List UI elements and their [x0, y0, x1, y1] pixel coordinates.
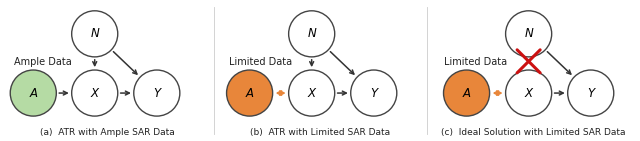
Ellipse shape [72, 70, 118, 116]
Text: N: N [524, 27, 533, 40]
Text: X: X [91, 87, 99, 100]
Ellipse shape [72, 11, 118, 57]
Ellipse shape [506, 11, 552, 57]
Text: N: N [90, 27, 99, 40]
Text: Limited Data: Limited Data [444, 57, 507, 67]
Text: Ample Data: Ample Data [14, 57, 72, 67]
Ellipse shape [351, 70, 397, 116]
Ellipse shape [506, 70, 552, 116]
Text: Y: Y [587, 87, 595, 100]
Ellipse shape [568, 70, 614, 116]
Text: X: X [308, 87, 316, 100]
Ellipse shape [134, 70, 180, 116]
Ellipse shape [289, 11, 335, 57]
Ellipse shape [289, 70, 335, 116]
Ellipse shape [10, 70, 56, 116]
Text: A: A [463, 87, 470, 100]
Text: (a)  ATR with Ample SAR Data: (a) ATR with Ample SAR Data [40, 128, 174, 137]
Text: Limited Data: Limited Data [229, 57, 292, 67]
Text: X: X [525, 87, 532, 100]
Text: (c)  Ideal Solution with Limited SAR Data: (c) Ideal Solution with Limited SAR Data [441, 128, 625, 137]
Text: A: A [29, 87, 37, 100]
Text: N: N [307, 27, 316, 40]
Ellipse shape [227, 70, 273, 116]
Ellipse shape [444, 70, 490, 116]
Text: Y: Y [153, 87, 161, 100]
Text: A: A [246, 87, 253, 100]
Text: Y: Y [370, 87, 378, 100]
Text: (b)  ATR with Limited SAR Data: (b) ATR with Limited SAR Data [250, 128, 390, 137]
